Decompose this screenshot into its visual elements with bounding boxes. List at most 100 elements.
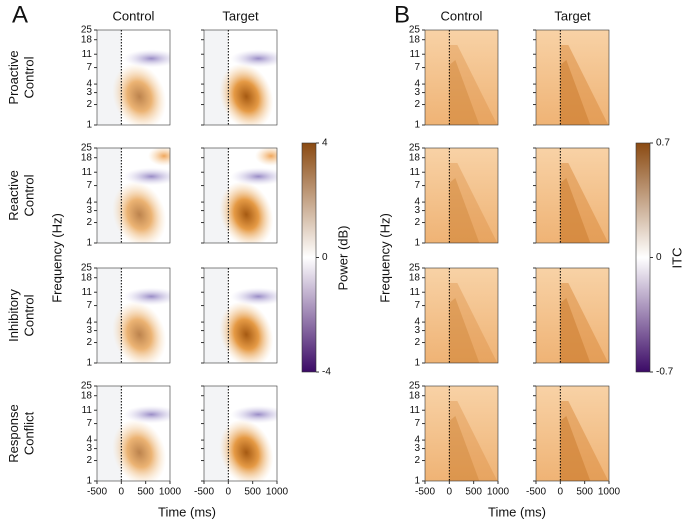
row-label-line: Inhibitory [6, 289, 21, 342]
y-tick-label: 18 [81, 152, 93, 163]
row-label-line: Proactive [6, 50, 21, 104]
y-tick-label: 25 [409, 143, 421, 154]
y-tick-label: 4 [414, 317, 420, 328]
panel-frame [424, 29, 499, 126]
y-tick-label: 7 [86, 418, 92, 429]
y-tick-label: 1 [86, 120, 92, 131]
column-label: Control [113, 8, 155, 23]
panel-letter: A [12, 1, 28, 28]
row-label: ReactiveControl [6, 170, 37, 221]
y-tick-label: 18 [81, 272, 93, 283]
colorbar-label: Power (dB) [335, 225, 350, 290]
y-tick-label: 4 [86, 317, 92, 328]
colorbar-tick-label: 0 [656, 252, 662, 263]
y-tick-label: 7 [86, 300, 92, 311]
x-tick-label: -500 [194, 487, 214, 498]
panel-frame [424, 385, 499, 482]
heatmap-image [204, 30, 277, 125]
y-tick-label: 4 [86, 435, 92, 446]
x-tick-label: 0 [447, 487, 453, 498]
x-tick-label: 1000 [266, 487, 289, 498]
colorbar-label: ITC [669, 248, 684, 269]
y-tick-label: 18 [81, 390, 93, 401]
y-tick-label: 7 [414, 62, 420, 73]
heatmap-image [204, 268, 277, 363]
column-label: Target [222, 8, 259, 23]
heatmap-image [97, 148, 170, 243]
panel-frame [203, 29, 278, 126]
x-tick-label: 500 [244, 487, 261, 498]
row-label-group: InhibitoryControl [6, 289, 37, 342]
heatmap-image [204, 148, 277, 243]
panel-letter: B [394, 1, 410, 28]
heatmap-power [219, 301, 274, 363]
x-tick-label: 500 [465, 487, 482, 498]
x-tick-label: 1000 [598, 487, 621, 498]
heatmap-suppression [230, 49, 277, 68]
y-tick-label: 4 [414, 197, 420, 208]
x-axis-label: Time (ms) [158, 504, 216, 519]
y-tick-label: 25 [81, 143, 93, 154]
heatmap-image [536, 148, 609, 243]
heatmap-power [219, 181, 274, 243]
x-tick-label: -500 [87, 487, 107, 498]
panel-frame [535, 29, 610, 126]
x-tick-label: -500 [415, 487, 435, 498]
heatmap-power-high [148, 148, 170, 166]
panel-frame [535, 267, 610, 364]
y-tick-label: 11 [410, 167, 421, 178]
x-tick-label: 1000 [159, 487, 182, 498]
x-tick-label: -500 [526, 487, 546, 498]
heatmap-itc-core [560, 298, 591, 363]
y-tick-label: 11 [82, 287, 93, 298]
y-tick-label: 25 [409, 263, 421, 274]
heatmap-itc-core [449, 298, 480, 363]
heatmap-image [204, 386, 277, 481]
x-tick-label: 500 [576, 487, 593, 498]
heatmap-itc-core [560, 178, 591, 243]
y-tick-label: 7 [414, 180, 420, 191]
heatmap-itc-core [449, 416, 480, 481]
heatmap-itc-core [560, 416, 591, 481]
heatmap-itc-ridge [449, 401, 498, 481]
heatmap-bg [425, 148, 498, 243]
y-label-group: Frequency (Hz) [377, 213, 392, 303]
heatmap-image [536, 386, 609, 481]
heatmap-suppression [230, 287, 277, 306]
y-tick-label: 3 [86, 205, 92, 216]
x-tick-label: 500 [137, 487, 154, 498]
panel-frame [424, 147, 499, 244]
heatmap-itc-core [560, 60, 591, 125]
colorbar [301, 142, 317, 373]
row-label-line: Response [6, 404, 21, 463]
y-tick-label: 2 [414, 455, 420, 466]
heatmap-power [219, 63, 274, 125]
heatmap-image [536, 268, 609, 363]
y-tick-label: 3 [86, 87, 92, 98]
row-label-line: Conflict [22, 411, 37, 455]
heatmap-suppression [230, 405, 277, 424]
row-label-line: Control [22, 294, 37, 336]
colorbar-tick-label: 0 [322, 252, 328, 263]
row-label-line: Control [22, 174, 37, 216]
x-tick-label: 0 [119, 487, 125, 498]
colorbar-tick-label: -4 [322, 367, 331, 378]
y-tick-label: 2 [86, 337, 92, 348]
heatmap-suppression [123, 167, 170, 186]
colorbar [635, 142, 651, 373]
heatmap-image [425, 30, 498, 125]
y-tick-label: 18 [409, 34, 421, 45]
y-tick-label: 2 [414, 217, 420, 228]
heatmap-power-high [255, 148, 277, 166]
row-label-group: ReactiveControl [6, 170, 37, 221]
row-label: InhibitoryControl [6, 289, 37, 342]
panel-frame [535, 385, 610, 482]
y-tick-label: 3 [414, 443, 420, 454]
y-tick-label: 11 [82, 405, 93, 416]
y-tick-label: 2 [86, 99, 92, 110]
colorbar-tick-label: 4 [322, 138, 328, 149]
colorbar-label-group: Power (dB) [335, 225, 350, 290]
y-tick-label: 3 [86, 443, 92, 454]
y-tick-label: 1 [86, 476, 92, 487]
y-tick-label: 2 [414, 99, 420, 110]
